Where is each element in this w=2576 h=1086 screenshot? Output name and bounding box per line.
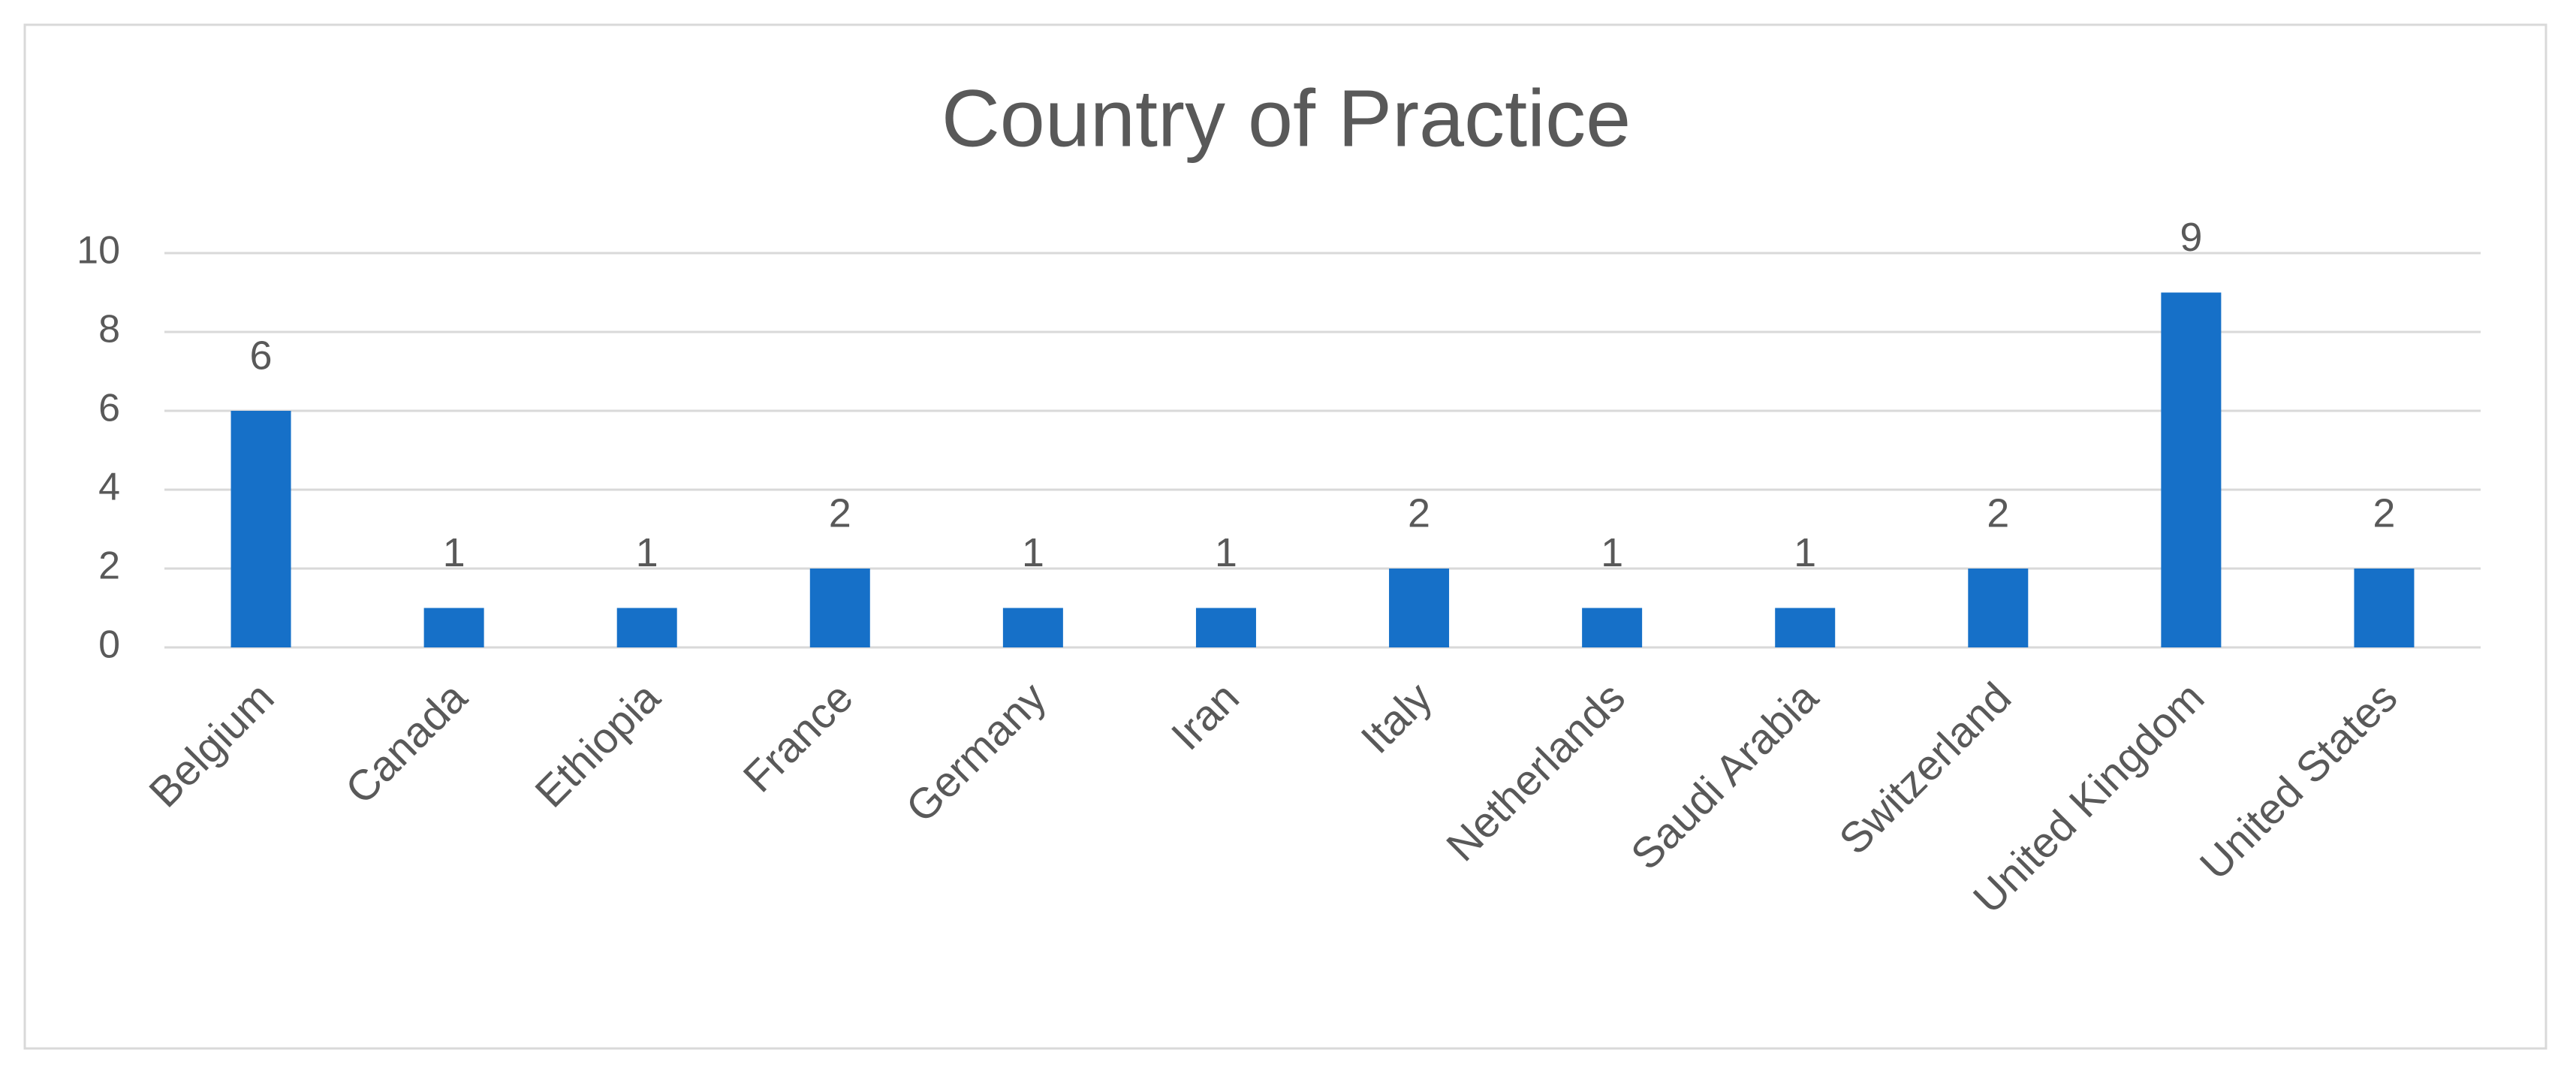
data-label: 2 <box>1987 490 2009 535</box>
bar <box>423 608 484 647</box>
y-tick-label: 10 <box>77 229 120 273</box>
bar <box>809 569 870 647</box>
bar <box>1389 569 1450 647</box>
data-label: 2 <box>1408 490 1430 535</box>
bar <box>2354 569 2415 647</box>
y-tick-label: 0 <box>98 623 120 667</box>
y-tick-label: 6 <box>98 387 120 430</box>
data-label: 1 <box>1022 530 1044 575</box>
data-label: 1 <box>1601 530 1623 575</box>
data-label: 9 <box>2180 215 2202 260</box>
data-label: 6 <box>250 333 273 378</box>
data-label: 2 <box>829 490 851 535</box>
bar <box>230 411 291 647</box>
data-label: 2 <box>2373 490 2395 535</box>
bar <box>2161 292 2222 647</box>
bar <box>1582 608 1643 647</box>
bar <box>1775 608 1836 647</box>
data-label: 1 <box>1215 530 1237 575</box>
y-tick-label: 4 <box>98 466 120 509</box>
data-label: 1 <box>1794 530 1816 575</box>
bar <box>1195 608 1256 647</box>
chart-title: Country of Practice <box>942 73 1631 164</box>
data-label: 1 <box>443 530 465 575</box>
chart-border <box>23 23 2547 1050</box>
bar <box>1968 569 2029 647</box>
y-tick-label: 8 <box>98 308 120 351</box>
bar <box>616 608 677 647</box>
bar <box>1002 608 1063 647</box>
y-tick-label: 2 <box>98 545 120 588</box>
data-label: 1 <box>636 530 658 575</box>
